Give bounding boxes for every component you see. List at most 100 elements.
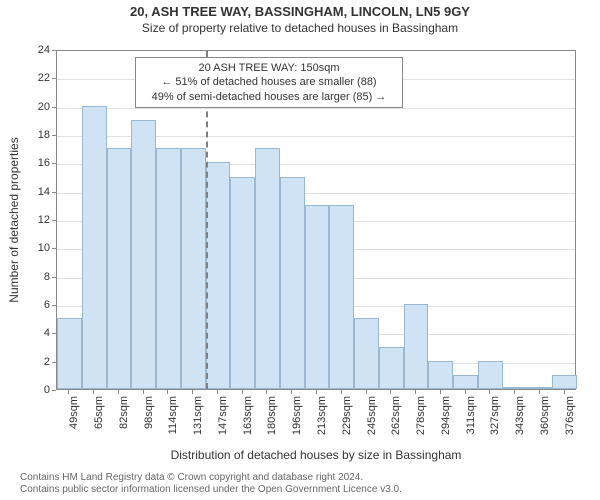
- footer: Contains HM Land Registry data © Crown c…: [20, 472, 402, 496]
- histogram-bar: [156, 148, 181, 389]
- y-tick-label: 18: [26, 129, 50, 141]
- x-tick-label: 98sqm: [143, 396, 155, 429]
- histogram-bar: [181, 148, 206, 389]
- y-tick-label: 10: [26, 242, 50, 254]
- x-tick-label: 65sqm: [93, 396, 105, 429]
- x-tick-mark: [489, 390, 490, 394]
- y-tick-label: 14: [26, 186, 50, 198]
- histogram-bar: [305, 205, 330, 389]
- chart-area: 20 ASH TREE WAY: 150sqm← 51% of detached…: [56, 50, 576, 390]
- x-tick-mark: [93, 390, 94, 394]
- chart-subtitle: Size of property relative to detached ho…: [0, 21, 600, 35]
- y-tick-label: 6: [26, 299, 50, 311]
- chart-container: { "chart": { "type": "histogram", "title…: [0, 0, 600, 500]
- x-axis-label: Distribution of detached houses by size …: [171, 448, 462, 462]
- x-tick-label: 180sqm: [266, 396, 278, 435]
- x-tick-mark: [390, 390, 391, 394]
- x-tick-label: 327sqm: [489, 396, 501, 435]
- x-tick-label: 245sqm: [366, 396, 378, 435]
- x-tick-mark: [366, 390, 367, 394]
- histogram-bar: [280, 177, 305, 390]
- histogram-bar: [428, 361, 453, 389]
- y-axis-label: Number of detached properties: [7, 50, 21, 390]
- y-tick-mark: [52, 135, 56, 136]
- histogram-bar: [131, 120, 156, 389]
- chart-title: 20, ASH TREE WAY, BASSINGHAM, LINCOLN, L…: [0, 4, 600, 19]
- plot-area: 20 ASH TREE WAY: 150sqm← 51% of detached…: [56, 50, 576, 390]
- x-tick-mark: [167, 390, 168, 394]
- x-tick-mark: [242, 390, 243, 394]
- histogram-bar: [478, 361, 503, 389]
- y-tick-mark: [52, 277, 56, 278]
- histogram-bar: [230, 177, 255, 390]
- y-tick-label: 0: [26, 384, 50, 396]
- histogram-bar: [57, 318, 82, 389]
- histogram-bar: [404, 304, 429, 389]
- y-tick-mark: [52, 390, 56, 391]
- y-tick-mark: [52, 107, 56, 108]
- x-tick-label: 311sqm: [465, 396, 477, 434]
- y-tick-label: 24: [26, 44, 50, 56]
- histogram-bar: [329, 205, 354, 389]
- y-tick-mark: [52, 220, 56, 221]
- y-tick-label: 2: [26, 356, 50, 368]
- x-tick-label: 147sqm: [217, 396, 229, 435]
- x-tick-mark: [440, 390, 441, 394]
- x-tick-label: 360sqm: [539, 396, 551, 435]
- info-box-line: ← 51% of detached houses are smaller (88…: [142, 75, 396, 89]
- x-tick-mark: [564, 390, 565, 394]
- x-tick-label: 262sqm: [390, 396, 402, 435]
- x-tick-label: 49sqm: [68, 396, 80, 429]
- x-tick-mark: [539, 390, 540, 394]
- y-tick-mark: [52, 78, 56, 79]
- x-tick-label: 229sqm: [341, 396, 353, 435]
- footer-line-1: Contains HM Land Registry data © Crown c…: [20, 472, 402, 484]
- y-tick-mark: [52, 333, 56, 334]
- x-tick-label: 343sqm: [514, 396, 526, 435]
- x-tick-mark: [291, 390, 292, 394]
- x-tick-label: 278sqm: [415, 396, 427, 435]
- x-tick-mark: [118, 390, 119, 394]
- y-tick-mark: [52, 163, 56, 164]
- y-tick-mark: [52, 248, 56, 249]
- histogram-bar: [527, 387, 552, 389]
- footer-line-2: Contains public sector information licen…: [20, 484, 402, 496]
- y-tick-label: 4: [26, 327, 50, 339]
- x-tick-mark: [316, 390, 317, 394]
- y-tick-label: 16: [26, 157, 50, 169]
- x-tick-mark: [266, 390, 267, 394]
- x-tick-mark: [192, 390, 193, 394]
- y-tick-mark: [52, 362, 56, 363]
- x-tick-mark: [217, 390, 218, 394]
- x-tick-label: 82sqm: [118, 396, 130, 429]
- x-tick-label: 131sqm: [192, 396, 204, 435]
- histogram-bar: [255, 148, 280, 389]
- x-tick-label: 294sqm: [440, 396, 452, 435]
- x-tick-label: 114sqm: [167, 396, 179, 434]
- histogram-bar: [107, 148, 132, 389]
- histogram-bar: [206, 162, 231, 389]
- histogram-bar: [503, 387, 528, 389]
- histogram-bar: [354, 318, 379, 389]
- x-tick-label: 196sqm: [291, 396, 303, 435]
- x-tick-mark: [143, 390, 144, 394]
- info-box: 20 ASH TREE WAY: 150sqm← 51% of detached…: [135, 57, 403, 108]
- histogram-bar: [82, 106, 107, 389]
- x-tick-mark: [514, 390, 515, 394]
- info-box-line: 20 ASH TREE WAY: 150sqm: [142, 61, 396, 75]
- histogram-bar: [552, 375, 577, 389]
- x-tick-label: 376sqm: [564, 396, 576, 435]
- y-tick-mark: [52, 305, 56, 306]
- histogram-bar: [379, 347, 404, 390]
- y-tick-label: 12: [26, 214, 50, 226]
- x-tick-mark: [415, 390, 416, 394]
- x-tick-label: 213sqm: [316, 396, 328, 435]
- y-tick-mark: [52, 192, 56, 193]
- y-tick-label: 22: [26, 72, 50, 84]
- x-tick-mark: [465, 390, 466, 394]
- x-tick-label: 163sqm: [242, 396, 254, 435]
- info-box-line: 49% of semi-detached houses are larger (…: [142, 90, 396, 104]
- x-tick-mark: [68, 390, 69, 394]
- x-tick-mark: [341, 390, 342, 394]
- y-tick-mark: [52, 50, 56, 51]
